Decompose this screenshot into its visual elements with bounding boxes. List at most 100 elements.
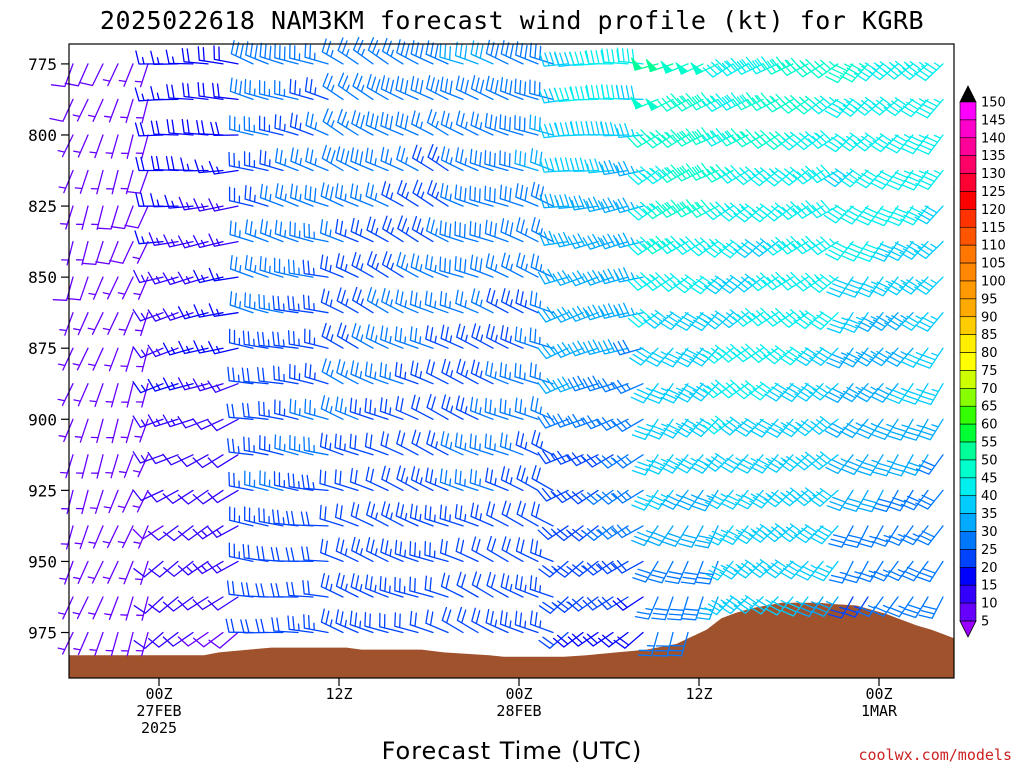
wind-barb — [899, 276, 929, 295]
wind-barb — [319, 432, 344, 456]
wind-barb — [900, 134, 929, 155]
colorbar-tick-label: 135 — [981, 149, 1006, 164]
wind-barb — [582, 233, 614, 250]
wind-barb — [582, 596, 614, 611]
wind-barb — [257, 331, 284, 349]
wind-barb — [381, 465, 404, 492]
wind-barb — [695, 596, 719, 621]
wind-barb — [411, 144, 434, 172]
wind-barb — [732, 166, 764, 186]
wind-barb — [395, 502, 419, 527]
wind-barb — [350, 217, 374, 243]
wind-barb — [121, 383, 134, 408]
wind-barb — [134, 418, 149, 443]
wind-barb — [779, 383, 809, 403]
wind-barb — [412, 179, 434, 207]
wind-barb — [627, 236, 659, 256]
wind-barb — [148, 232, 179, 246]
wind-barb — [552, 306, 584, 323]
wind-barb — [410, 253, 434, 278]
wind-barb — [352, 72, 374, 101]
colorbar-swatch — [959, 334, 977, 353]
wind-barb — [516, 500, 539, 527]
wind-barb — [514, 397, 539, 420]
wind-barb — [255, 618, 284, 634]
wind-barb — [135, 631, 149, 657]
wind-barb — [181, 47, 209, 65]
wind-barb — [409, 290, 434, 314]
wind-barb — [440, 146, 464, 172]
wind-barb — [660, 347, 689, 368]
wind-barb — [582, 269, 614, 286]
wind-barb — [426, 430, 449, 456]
wind-barb — [826, 276, 854, 298]
wind-barb — [351, 251, 374, 278]
wind-barb — [719, 560, 749, 580]
wind-barb — [887, 454, 914, 477]
wind-barb — [350, 183, 374, 207]
wind-barb — [381, 181, 404, 207]
wind-barb — [73, 560, 89, 585]
wind-barb — [673, 274, 704, 294]
wind-barb — [809, 525, 839, 545]
colorbar-tick-label: 115 — [981, 221, 1006, 236]
wind-barb — [567, 305, 599, 322]
wind-barb — [778, 131, 809, 151]
wind-barb — [134, 230, 164, 245]
wind-barb — [570, 121, 599, 136]
wind-barb — [409, 610, 434, 634]
wind-barb — [529, 42, 554, 65]
wind-barb — [290, 147, 314, 172]
colorbar-tick-label: 60 — [981, 418, 998, 433]
wind-barb — [630, 383, 659, 404]
wind-barb — [454, 184, 479, 207]
wind-barb — [703, 452, 734, 472]
wind-barb — [612, 596, 644, 611]
wind-barb — [271, 617, 299, 634]
wind-barb — [469, 433, 494, 456]
wind-barb — [734, 454, 764, 474]
wind-barb — [52, 276, 74, 301]
wind-barb — [60, 205, 74, 230]
wind-barb — [379, 612, 404, 634]
wind-barb — [823, 133, 854, 153]
wind-barb — [454, 221, 479, 243]
wind-barb — [455, 537, 479, 563]
wind-barb — [337, 72, 359, 101]
colorbar-swatch — [959, 119, 977, 139]
wind-barb — [397, 215, 419, 243]
wind-barb — [582, 304, 614, 321]
colorbar-tick-label: 35 — [981, 507, 998, 522]
colorbar-tick-label: 150 — [981, 96, 1006, 111]
wind-barb — [689, 382, 719, 402]
colorbar-swatch — [959, 262, 977, 282]
wind-barb — [582, 560, 614, 576]
colorbar-swatch — [959, 584, 977, 604]
wind-barb — [538, 560, 569, 578]
wind-barb — [667, 631, 689, 657]
colorbar-swatch — [959, 441, 977, 461]
wind-barb — [554, 194, 584, 209]
wind-barb — [395, 111, 419, 136]
y-tick-label: 925 — [28, 481, 57, 500]
colorbar-swatch — [959, 191, 977, 210]
wind-barb — [883, 60, 914, 80]
wind-barb — [192, 596, 224, 611]
wind-barb — [703, 344, 734, 364]
wind-barb — [794, 382, 824, 402]
colorbar-swatch — [959, 423, 977, 443]
wind-barb — [538, 631, 569, 649]
wind-barb — [147, 414, 179, 428]
wind-barb — [499, 150, 524, 172]
wind-barb — [381, 251, 404, 278]
colorbar-tick-label: 130 — [981, 167, 1006, 182]
wind-barb — [470, 502, 494, 527]
wind-barb — [439, 220, 464, 243]
wind-barb — [147, 489, 179, 503]
wind-barb — [364, 397, 389, 420]
x-tick-label: 00Z — [505, 685, 532, 703]
wind-barb — [286, 581, 314, 598]
wind-barb — [320, 254, 344, 278]
wind-barb — [349, 433, 374, 456]
wind-barb — [793, 451, 824, 471]
